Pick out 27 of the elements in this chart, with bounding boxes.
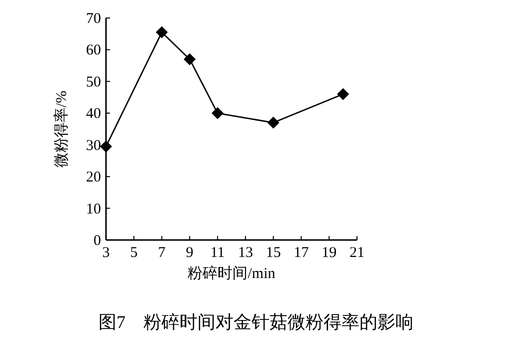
x-tick-label: 13 (238, 245, 253, 261)
x-axis-title: 粉碎时间/min (188, 265, 276, 282)
point (337, 88, 350, 100)
x-tick-label: 3 (102, 245, 110, 261)
y-tick-label: 10 (86, 201, 101, 218)
point (184, 53, 196, 66)
y-tick-label: 50 (86, 74, 101, 90)
x-tick-label: 19 (322, 245, 337, 261)
y-tick-label: 30 (86, 138, 101, 154)
x-tick-label: 9 (186, 245, 194, 261)
y-tick-label: 40 (86, 106, 101, 122)
x-tick-label: 21 (350, 245, 364, 261)
x-tick-label: 11 (210, 245, 225, 261)
x-tick-label: 17 (294, 245, 310, 261)
y-tick-label: 60 (86, 42, 101, 59)
point (100, 140, 112, 152)
point (212, 107, 224, 120)
point (267, 116, 280, 129)
y-tick-label: 20 (86, 170, 101, 186)
y-axis-title: 微粉得率/% (53, 90, 70, 168)
x-tick-label: 5 (130, 245, 138, 261)
y-tick-label: 70 (86, 11, 101, 27)
point (156, 26, 168, 38)
text: 图7 粉碎时间对金针菇微粉得率的影响 (98, 312, 414, 332)
x-tick-label: 7 (158, 245, 166, 261)
x-tick-label: 15 (266, 245, 281, 261)
y-tick-label: 0 (94, 233, 101, 249)
